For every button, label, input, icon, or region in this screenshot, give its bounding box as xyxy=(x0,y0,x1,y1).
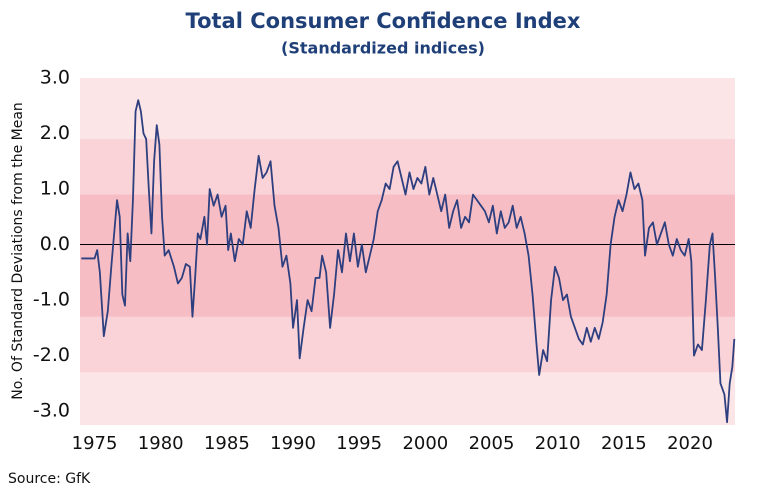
x-tick-label: 1985 xyxy=(204,433,250,454)
x-tick-label: 2010 xyxy=(535,433,581,454)
x-tick-label: 2015 xyxy=(601,433,647,454)
band xyxy=(80,194,735,317)
x-tick-label: 1975 xyxy=(72,433,118,454)
x-tick-label: 1995 xyxy=(336,433,382,454)
x-tick-label: 1980 xyxy=(138,433,184,454)
y-tick-label: -1.0 xyxy=(33,289,70,311)
source-note: Source: GfK xyxy=(8,471,91,487)
y-tick-label: 2.0 xyxy=(40,122,70,144)
x-tick-label: 1990 xyxy=(270,433,316,454)
data-line xyxy=(81,99,736,424)
y-tick-label: 1.0 xyxy=(40,178,70,200)
x-tick-label: 2005 xyxy=(469,433,515,454)
y-axis-label: No. Of Standard Deviations from the Mean xyxy=(10,102,26,400)
x-tick-label: 2020 xyxy=(667,433,713,454)
y-tick-label: -2.0 xyxy=(33,344,70,366)
y-tick-label: 3.0 xyxy=(40,67,70,89)
x-tick-label: 2000 xyxy=(402,433,448,454)
y-tick-label: 0.0 xyxy=(40,233,70,255)
y-tick-label: -3.0 xyxy=(33,400,70,422)
chart-title: Total Consumer Confidence Index xyxy=(186,9,581,33)
chart-subtitle: (Standardized indices) xyxy=(281,39,485,58)
